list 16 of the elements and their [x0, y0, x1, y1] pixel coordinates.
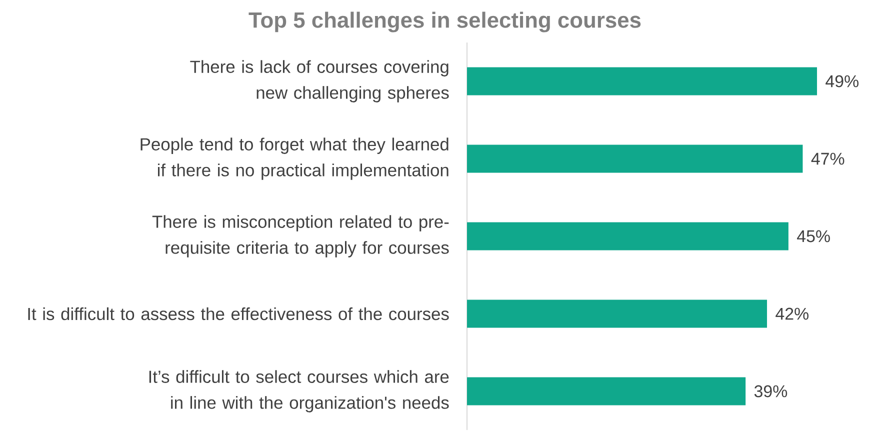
bar: [467, 300, 768, 328]
bar: [467, 222, 788, 250]
bar: [467, 144, 803, 173]
y-tick-label: There is lack of courses covering new challenging spheres: [190, 60, 449, 102]
y-tick-label: It’s difficult to select courses which are in line with the organization's needs: [149, 370, 449, 412]
y-tick-label: It is difficult to assess the effectiveness of the courses: [28, 307, 449, 320]
bar: [467, 377, 746, 406]
data-label: 45%: [797, 230, 830, 242]
y-tick-label: People tend to forget what they learned if there is no practical implementation: [140, 138, 448, 180]
data-label: 42%: [776, 308, 808, 320]
data-label: 49%: [826, 75, 858, 88]
data-label: 39%: [754, 385, 788, 398]
chart-title: Top 5 challenges in selecting courses: [248, 12, 641, 32]
bar: [467, 67, 818, 96]
y-tick-label: There is misconception related to pre-requisite criteria to apply for courses: [152, 215, 449, 258]
data-label: 47%: [811, 152, 844, 165]
